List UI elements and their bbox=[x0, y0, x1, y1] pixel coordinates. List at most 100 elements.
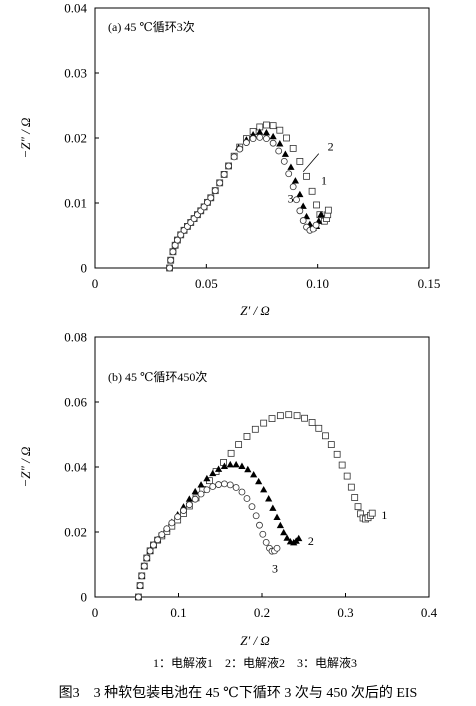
data-point-square bbox=[368, 509, 376, 517]
x-tick-label: 0.05 bbox=[195, 276, 218, 291]
data-point-circle bbox=[312, 221, 320, 229]
data-point-circle bbox=[168, 519, 176, 527]
data-point-circle bbox=[146, 547, 154, 555]
data-point-triangle bbox=[197, 481, 205, 488]
data-point-triangle bbox=[185, 495, 193, 502]
data-point-circle bbox=[252, 512, 260, 520]
x-tick-label: 0.3 bbox=[337, 605, 353, 620]
panel-a-eis-3-cycles: (a) 45 ℃循环3次 0 0.05 0.10 0.1500.010.020.030… bbox=[18, 1, 440, 319]
data-point-square bbox=[301, 414, 308, 422]
data-point-circle bbox=[280, 157, 288, 165]
data-point-circle bbox=[167, 256, 175, 264]
y-tick-label: 0.02 bbox=[64, 131, 87, 146]
curve-label-2: 2 bbox=[328, 139, 334, 153]
data-point-triangle bbox=[203, 474, 211, 482]
data-point-square bbox=[268, 415, 276, 422]
data-point-circle bbox=[174, 513, 182, 521]
y-tick-label: 0 bbox=[81, 590, 88, 605]
data-point-square bbox=[235, 441, 243, 448]
data-point-square bbox=[322, 432, 329, 440]
data-point-triangle bbox=[260, 485, 268, 493]
curve-label-2: 2 bbox=[308, 534, 314, 548]
data-point-circle bbox=[154, 536, 162, 544]
data-point-triangle bbox=[262, 129, 271, 136]
series-1-open-square bbox=[135, 411, 376, 601]
data-point-circle bbox=[225, 162, 233, 170]
data-point-circle bbox=[204, 198, 211, 206]
x-tick-label: 0.10 bbox=[306, 276, 329, 291]
x-tick-label: 0.1 bbox=[170, 605, 186, 620]
data-point-circle bbox=[230, 153, 238, 161]
leader-line bbox=[302, 153, 320, 173]
panel-a-title: (a) 45 ℃循环3次 bbox=[108, 20, 195, 34]
data-point-square bbox=[333, 450, 341, 458]
data-point-triangle bbox=[232, 460, 240, 468]
data-point-triangle bbox=[295, 534, 303, 542]
data-point-circle bbox=[207, 194, 215, 202]
panel-b-curve-labels: 1 2 3 bbox=[272, 508, 387, 576]
panel-a-marks bbox=[166, 121, 332, 272]
panel-a-x-axis-label: Z′ / Ω bbox=[240, 303, 270, 318]
x-tick-label: 0.4 bbox=[421, 605, 438, 620]
data-point-square bbox=[303, 172, 310, 180]
panel-a-curve-labels: 2 1 3 bbox=[288, 139, 334, 205]
y-tick-label: 0.01 bbox=[64, 196, 87, 211]
data-point-circle bbox=[263, 135, 270, 143]
data-point-circle bbox=[259, 530, 267, 538]
data-point-circle bbox=[200, 203, 208, 211]
data-point-circle bbox=[275, 147, 283, 155]
data-point-square bbox=[313, 201, 320, 209]
data-point-circle bbox=[243, 495, 251, 502]
data-point-square bbox=[276, 412, 284, 420]
data-point-circle bbox=[197, 490, 205, 498]
data-point-square bbox=[343, 472, 351, 480]
data-point-square bbox=[260, 419, 268, 427]
data-point-triangle bbox=[280, 528, 288, 536]
data-point-square bbox=[289, 144, 297, 152]
data-point-square bbox=[351, 494, 359, 501]
data-point-triangle bbox=[283, 534, 291, 541]
panel-b-title: (b) 45 ℃循环450次 bbox=[108, 370, 207, 384]
data-point-circle bbox=[249, 135, 257, 143]
data-point-square bbox=[243, 433, 251, 440]
data-point-square bbox=[354, 503, 362, 511]
curve-label-1: 1 bbox=[381, 508, 387, 522]
data-point-circle bbox=[203, 486, 211, 494]
data-point-circle bbox=[243, 139, 250, 146]
data-point-circle bbox=[238, 488, 246, 496]
data-point-triangle bbox=[273, 513, 281, 520]
data-point-circle bbox=[180, 507, 187, 514]
data-point-triangle bbox=[209, 469, 217, 477]
data-point-circle bbox=[166, 264, 173, 272]
figure-caption: 图3 3 种软包装电池在 45 ℃下循环 3 次与 450 次后的 EIS bbox=[59, 685, 418, 701]
data-point-circle bbox=[185, 501, 193, 509]
curve-label-3: 3 bbox=[288, 191, 294, 205]
data-point-circle bbox=[226, 481, 234, 489]
data-point-triangle bbox=[265, 495, 273, 502]
data-point-circle bbox=[135, 593, 142, 601]
data-point-circle bbox=[211, 187, 219, 195]
data-point-triangle bbox=[269, 132, 277, 140]
data-point-circle bbox=[158, 531, 166, 538]
data-point-circle bbox=[221, 480, 228, 488]
data-point-circle bbox=[262, 539, 270, 546]
data-point-triangle bbox=[191, 487, 199, 495]
data-point-circle bbox=[209, 483, 217, 490]
data-point-square bbox=[283, 134, 290, 142]
data-point-circle bbox=[256, 521, 263, 529]
data-point-square bbox=[308, 419, 316, 426]
data-point-circle bbox=[191, 495, 199, 503]
panel-b-eis-450-cycles: (b) 45 ℃循环450次 0 0.1 0.2 0.3 0.4 0 0.02 0.04 0.0… bbox=[18, 330, 438, 649]
panel-a-ticks: 0 0.05 0.10 0.15 0 0.01 0.02 0.03 0.04 bbox=[64, 1, 440, 292]
data-point-circle bbox=[173, 236, 181, 244]
data-point-triangle bbox=[317, 210, 325, 218]
data-point-circle bbox=[285, 170, 293, 178]
data-point-circle bbox=[293, 196, 300, 204]
data-point-triangle bbox=[296, 190, 304, 198]
data-point-triangle bbox=[214, 465, 223, 472]
data-point-square bbox=[296, 157, 304, 165]
data-point-triangle bbox=[256, 128, 264, 135]
y-tick-label: 0.08 bbox=[64, 330, 87, 345]
data-point-circle bbox=[150, 541, 157, 549]
data-point-triangle bbox=[299, 202, 307, 209]
